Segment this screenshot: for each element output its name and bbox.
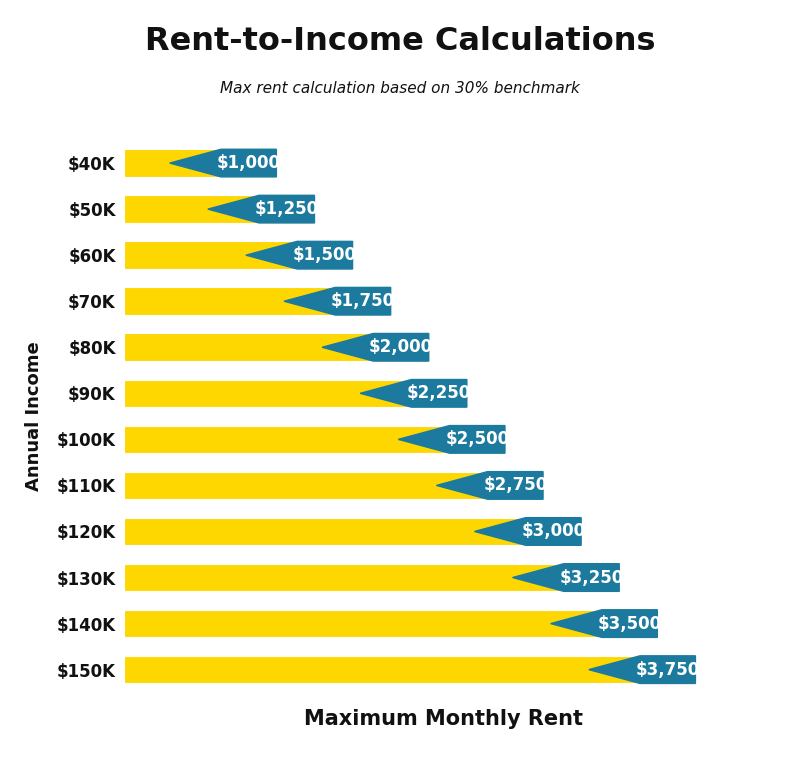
Text: $3,750: $3,750 (635, 661, 700, 678)
Bar (124, 610, 658, 637)
Text: $1,500: $1,500 (293, 246, 357, 264)
Polygon shape (284, 288, 390, 315)
Bar (124, 288, 390, 315)
Bar (124, 241, 353, 269)
X-axis label: Maximum Monthly Rent: Maximum Monthly Rent (305, 709, 583, 729)
Polygon shape (550, 610, 658, 637)
Bar (124, 334, 429, 361)
Polygon shape (589, 656, 695, 684)
Bar (124, 195, 314, 223)
Polygon shape (513, 564, 619, 591)
Polygon shape (208, 195, 314, 223)
Text: $2,000: $2,000 (369, 338, 433, 357)
Text: $2,750: $2,750 (483, 476, 547, 494)
Polygon shape (170, 149, 276, 177)
Bar (124, 149, 276, 177)
Polygon shape (474, 518, 581, 545)
Text: $1,750: $1,750 (331, 292, 395, 310)
Polygon shape (246, 241, 353, 269)
Text: $1,250: $1,250 (254, 200, 319, 218)
Text: $2,500: $2,500 (445, 431, 510, 448)
Polygon shape (436, 472, 543, 500)
Bar (124, 425, 505, 453)
Bar (124, 379, 467, 407)
Text: $3,500: $3,500 (598, 615, 662, 633)
Polygon shape (360, 379, 467, 407)
Bar (124, 472, 543, 500)
Bar (124, 564, 619, 591)
Bar (124, 518, 581, 545)
Text: Max rent calculation based on 30% benchmark: Max rent calculation based on 30% benchm… (220, 80, 580, 95)
Polygon shape (322, 334, 429, 361)
Text: $3,250: $3,250 (559, 569, 624, 587)
Text: Rent-to-Income Calculations: Rent-to-Income Calculations (145, 26, 655, 57)
Text: $3,000: $3,000 (522, 522, 586, 540)
Y-axis label: Annual Income: Annual Income (25, 341, 42, 491)
Text: $1,000: $1,000 (217, 154, 281, 172)
Polygon shape (398, 425, 505, 453)
Bar (124, 656, 695, 684)
Text: $2,250: $2,250 (407, 385, 471, 402)
